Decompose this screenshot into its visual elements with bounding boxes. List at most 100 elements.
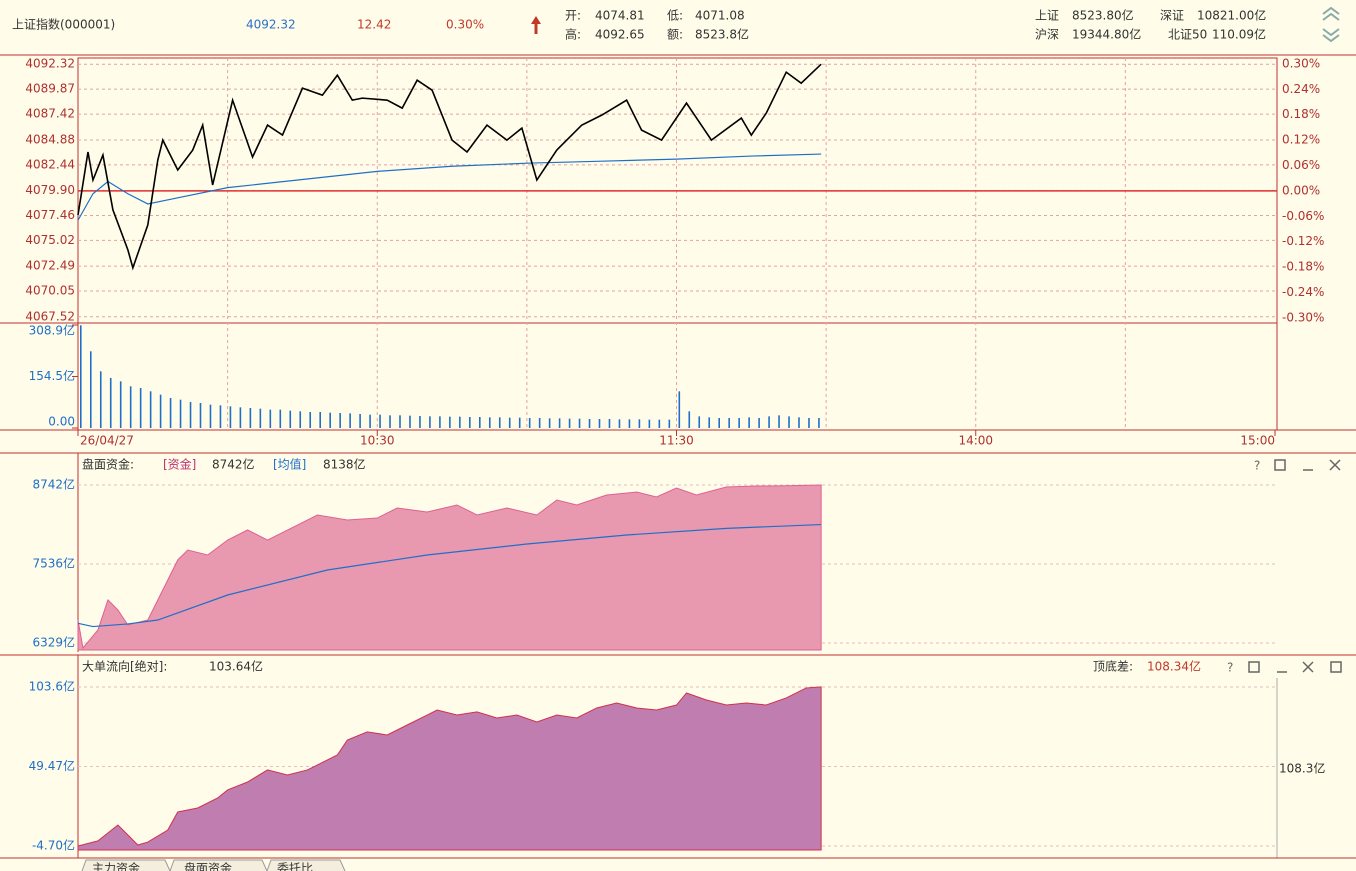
volume-bar: [299, 411, 302, 428]
volume-bar: [259, 408, 262, 428]
volume-bar: [798, 417, 800, 428]
volume-bar: [129, 386, 132, 428]
legend-label: [均值]: [273, 457, 306, 472]
volume-bar: [289, 410, 292, 428]
volume-bar: [109, 377, 112, 428]
y2-tick-label: -0.24%: [1282, 285, 1324, 299]
panel-title: 大单流向[绝对]:: [82, 659, 167, 674]
volume-bar: [758, 417, 760, 428]
change-pct: 0.30%: [446, 18, 484, 32]
volume-bar: [209, 404, 212, 428]
y2-tick-label: 0.00%: [1282, 183, 1320, 197]
market-name: 上证: [1035, 9, 1059, 23]
volume-bar: [628, 419, 631, 428]
volume-bar: [429, 416, 431, 428]
range-value: 108.34亿: [1147, 659, 1201, 674]
x-tick-label: 11:30: [659, 434, 694, 448]
tab[interactable]: 委托比: [277, 862, 313, 871]
volume-bar: [808, 417, 810, 428]
volume-bar: [728, 417, 730, 428]
range-title: 顶底差:: [1093, 659, 1133, 674]
volume-bar: [708, 417, 711, 428]
volume-bar: [768, 416, 770, 428]
volume-bar: [169, 397, 172, 428]
volume-bar: [319, 411, 321, 428]
y-tick-label: 4087.42: [25, 107, 75, 121]
y-tick-label: 49.47亿: [29, 758, 75, 773]
label: 低:: [667, 9, 683, 23]
volume-bar: [159, 394, 162, 428]
volume-bar: [239, 407, 242, 428]
volume-bar: [678, 391, 681, 428]
volume-bar: [568, 418, 571, 428]
price: 4092.32: [246, 18, 296, 32]
market-name: 深证: [1160, 9, 1184, 23]
market-value: 19344.80亿: [1072, 27, 1141, 42]
y2-tick-label: -0.12%: [1282, 234, 1324, 248]
volume-bar: [618, 419, 621, 428]
panel-buttons[interactable]: [1248, 459, 1342, 673]
volume-bar: [718, 417, 720, 428]
help-icon[interactable]: ?: [1254, 459, 1260, 473]
volume-bar: [738, 417, 740, 428]
volume-bar: [419, 415, 421, 428]
volume-bar: [479, 416, 481, 428]
volume-bar: [469, 416, 471, 428]
volume-bar: [229, 406, 232, 428]
volume-bar: [309, 411, 312, 428]
x-tick-label: 26/04/27: [80, 434, 134, 448]
volume-bar: [558, 418, 561, 428]
x-tick-label: 14:00: [958, 434, 993, 448]
label: 额:: [667, 28, 683, 42]
volume-bar: [329, 412, 331, 428]
tab-shapes[interactable]: [81, 859, 346, 871]
scroll-icons[interactable]: [1322, 6, 1340, 43]
volume-bar: [449, 416, 451, 428]
volume-bar: [339, 412, 341, 428]
y2-tick-label: 0.12%: [1282, 133, 1320, 147]
volume-bar: [89, 351, 92, 428]
volume-bar: [528, 417, 531, 428]
market-name: 北证50: [1168, 28, 1207, 42]
volume-bar: [538, 417, 541, 428]
x-tick-label: 10:30: [360, 434, 395, 448]
tab[interactable]: 主力资金: [92, 861, 140, 871]
volume-tick-label: 308.9亿: [29, 323, 75, 338]
volume-bar: [119, 381, 122, 428]
y-tick-label: 4092.32: [25, 57, 75, 71]
legend-value: 8138亿: [323, 457, 366, 472]
index-name: 上证指数(000001): [12, 17, 115, 32]
volume-bar: [389, 415, 391, 428]
y-tick-label: 4082.44: [25, 157, 75, 171]
volume-bar: [269, 409, 272, 428]
volume-bar: [359, 413, 361, 428]
value: 4071.08: [695, 9, 745, 23]
volume-bar: [688, 411, 691, 428]
value: 8523.8亿: [695, 27, 749, 42]
volume-bar: [149, 391, 152, 428]
volume-bar: [508, 417, 511, 428]
volume-bar: [788, 416, 790, 428]
y-tick-label: 4067.52: [25, 309, 75, 323]
volume-tick-label: 0.00: [48, 415, 75, 429]
y-tick-label: 4089.87: [25, 82, 75, 96]
volume-bar: [219, 405, 222, 428]
range-label: 108.3亿: [1279, 761, 1325, 776]
volume-bar: [588, 418, 591, 428]
volume-bar: [578, 418, 581, 428]
volume-bar: [548, 418, 551, 428]
volume-bar: [459, 416, 461, 428]
y-tick-label: 4070.05: [25, 284, 75, 298]
volume-bar: [488, 417, 491, 428]
help-icon[interactable]: ?: [1227, 661, 1233, 675]
avg-line: [77, 153, 822, 221]
market-value: 8523.80亿: [1072, 8, 1134, 23]
tab[interactable]: 盘面资金: [184, 861, 232, 871]
y2-tick-label: -0.18%: [1282, 260, 1324, 274]
volume-bar: [439, 416, 441, 428]
label: 开:: [565, 9, 581, 23]
y-tick-label: 103.6亿: [29, 678, 75, 693]
panel-title: 盘面资金:: [82, 457, 134, 472]
change: 12.42: [357, 18, 391, 32]
